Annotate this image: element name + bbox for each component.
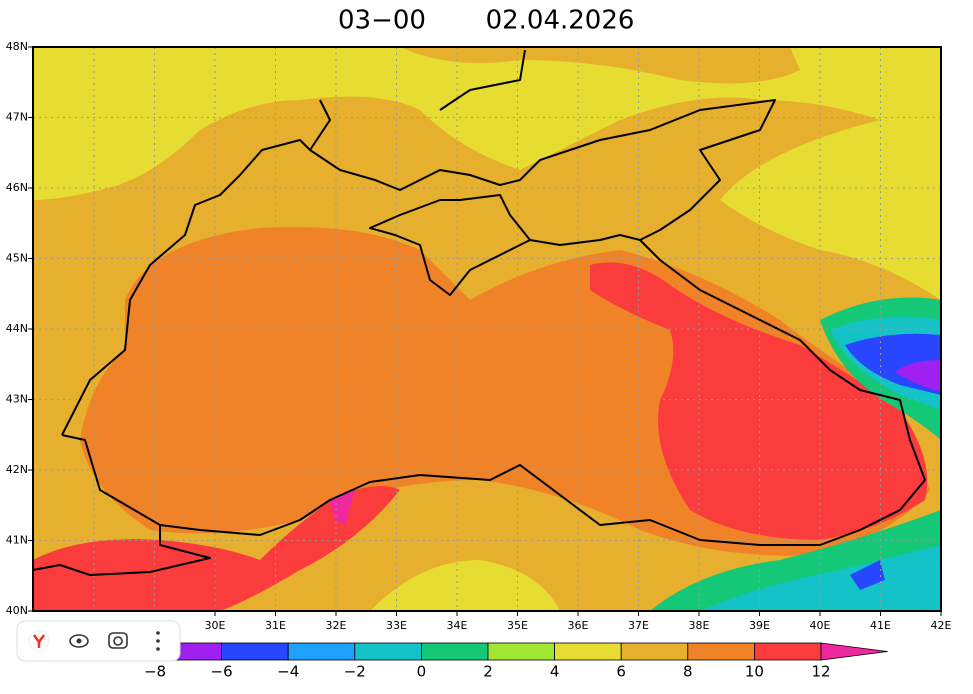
lat-label: 45N — [6, 252, 28, 265]
cold-patch — [850, 560, 885, 590]
lat-label: 48N — [6, 40, 28, 53]
lat-label: 40N — [6, 604, 28, 617]
colorbar-label: −6 — [211, 663, 233, 681]
graticule — [33, 47, 941, 611]
colorbar-over — [820, 642, 888, 661]
lon-label: 32E — [326, 619, 347, 632]
colorbar-segment — [221, 642, 289, 661]
colorbar-label: −4 — [277, 663, 299, 681]
field-patch — [370, 560, 560, 611]
colorbar-label: −2 — [344, 663, 366, 681]
cold-patch — [895, 360, 941, 392]
lon-label: 40E — [810, 619, 831, 632]
warm-patch — [33, 486, 400, 611]
browser-logo-mark — [32, 634, 46, 648]
coastline — [61, 99, 776, 526]
coastline — [309, 49, 526, 151]
toolbar[interactable] — [16, 620, 181, 662]
lon-label: 31E — [265, 619, 286, 632]
lon-label: 38E — [689, 619, 710, 632]
lon-label: 33E — [386, 619, 407, 632]
colorbar-label: 6 — [616, 663, 626, 681]
lat-label: 46N — [6, 181, 28, 194]
colorbar-segment — [354, 642, 422, 661]
field-patch — [400, 47, 800, 84]
colorbar-label: 8 — [683, 663, 693, 681]
lon-label: 30E — [205, 619, 226, 632]
colorbar-segment — [687, 642, 755, 661]
colorbar-label: 4 — [550, 663, 560, 681]
lat-label: 44N — [6, 322, 28, 335]
colorbar-label: 2 — [483, 663, 493, 681]
lat-label: 47N — [6, 111, 28, 124]
menu-icon[interactable] — [156, 631, 160, 651]
lon-label: 36E — [568, 619, 589, 632]
time-label: 03−00 — [338, 6, 426, 36]
lon-label: 37E — [628, 619, 649, 632]
lon-label: 35E — [507, 619, 528, 632]
camera-lens — [113, 636, 123, 646]
lon-label: 34E — [447, 619, 468, 632]
lon-label: 39E — [749, 619, 770, 632]
coastline — [32, 194, 926, 576]
colorbar-segment — [287, 642, 356, 661]
lat-label: 41N — [6, 534, 28, 547]
lon-label: 42E — [931, 619, 952, 632]
colorbar-label: 10 — [745, 663, 764, 681]
colorbar-segment — [620, 642, 689, 661]
colorbar-segment — [554, 642, 622, 661]
camera-icon[interactable] — [108, 632, 128, 649]
date-label: 02.04.2026 — [486, 6, 635, 36]
colorbar-label: 12 — [811, 663, 830, 681]
colorbar-segment — [420, 642, 489, 661]
colorbar: −8 −6 −4 −2 0 2 4 6 8 10 12 — [144, 642, 888, 681]
colorbar-label: 0 — [417, 663, 427, 681]
lon-label: 41E — [870, 619, 891, 632]
colorbar-label: −8 — [144, 663, 166, 681]
warm-core — [590, 262, 928, 540]
eye-icon[interactable] — [69, 634, 89, 648]
lat-label: 43N — [6, 393, 28, 406]
colorbar-segment — [754, 642, 822, 661]
lat-label: 42N — [6, 463, 28, 476]
colorbar-segment — [487, 642, 555, 661]
eye-pupil — [76, 638, 82, 644]
